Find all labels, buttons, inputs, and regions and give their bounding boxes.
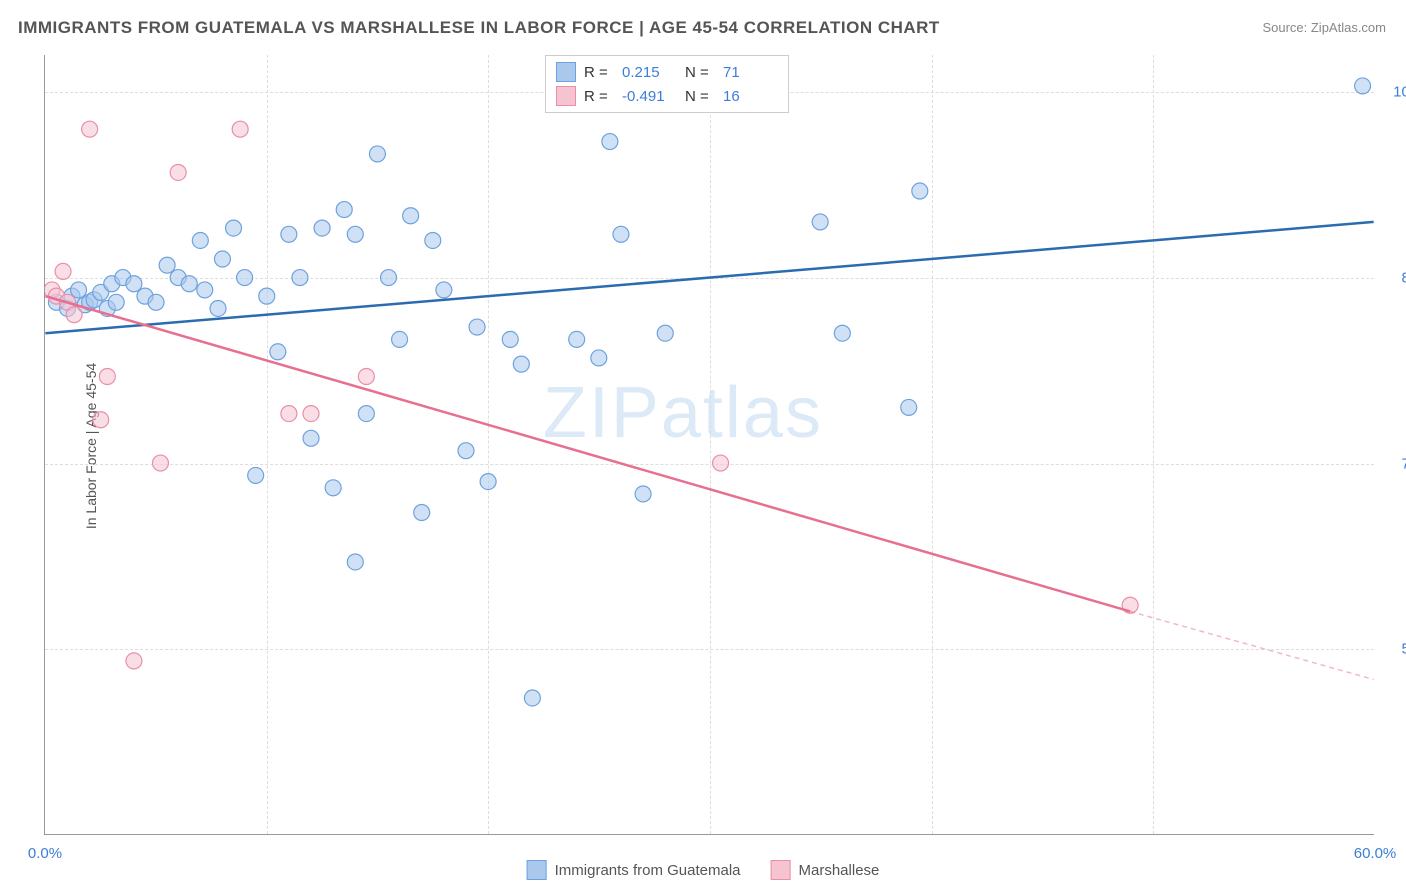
data-point bbox=[458, 443, 474, 459]
data-point bbox=[713, 455, 729, 471]
data-point bbox=[99, 369, 115, 385]
data-point bbox=[403, 208, 419, 224]
legend-swatch bbox=[527, 860, 547, 880]
data-point bbox=[210, 300, 226, 316]
data-point bbox=[358, 369, 374, 385]
data-point bbox=[347, 554, 363, 570]
data-point bbox=[226, 220, 242, 236]
data-point bbox=[325, 480, 341, 496]
trend-line bbox=[45, 296, 1130, 611]
stat-r-label: R = bbox=[584, 64, 614, 81]
y-tick-label: 55.0% bbox=[1401, 641, 1406, 658]
chart-plot-area: ZIPatlas R =0.215N =71R =-0.491N =16 55.… bbox=[44, 55, 1374, 835]
data-point bbox=[591, 350, 607, 366]
data-point bbox=[292, 270, 308, 286]
legend-item: Marshallese bbox=[771, 860, 880, 880]
data-point bbox=[480, 474, 496, 490]
data-point bbox=[181, 276, 197, 292]
data-point bbox=[126, 276, 142, 292]
data-point bbox=[108, 294, 124, 310]
data-point bbox=[513, 356, 529, 372]
legend-stat-row: R = -0.491 N = 16 bbox=[556, 84, 778, 108]
data-point bbox=[66, 307, 82, 323]
source-attribution: Source: ZipAtlas.com bbox=[1262, 20, 1386, 35]
data-point bbox=[336, 202, 352, 218]
data-point bbox=[358, 406, 374, 422]
correlation-legend: R = 0.215 N = 71 R = -0.491 N = 16 bbox=[545, 55, 789, 113]
legend-label: Immigrants from Guatemala bbox=[555, 862, 741, 879]
data-point bbox=[126, 653, 142, 669]
y-tick-label: 85.0% bbox=[1401, 269, 1406, 286]
data-point bbox=[93, 412, 109, 428]
stat-n-value: 16 bbox=[723, 88, 778, 105]
stat-r-label: R = bbox=[584, 88, 614, 105]
data-point bbox=[71, 282, 87, 298]
data-point bbox=[569, 331, 585, 347]
data-point bbox=[657, 325, 673, 341]
data-point bbox=[414, 505, 430, 521]
data-point bbox=[502, 331, 518, 347]
legend-swatch bbox=[556, 62, 576, 82]
data-point bbox=[55, 263, 71, 279]
stat-n-label: N = bbox=[685, 64, 715, 81]
data-point bbox=[901, 399, 917, 415]
stat-r-value: 0.215 bbox=[622, 64, 677, 81]
data-point bbox=[170, 164, 186, 180]
data-point bbox=[469, 319, 485, 335]
data-point bbox=[303, 430, 319, 446]
data-point bbox=[82, 121, 98, 137]
data-point bbox=[381, 270, 397, 286]
data-point bbox=[347, 226, 363, 242]
stat-n-label: N = bbox=[685, 88, 715, 105]
legend-item: Immigrants from Guatemala bbox=[527, 860, 741, 880]
stat-n-value: 71 bbox=[723, 64, 778, 81]
y-tick-label: 70.0% bbox=[1401, 455, 1406, 472]
data-point bbox=[192, 232, 208, 248]
data-point bbox=[197, 282, 213, 298]
data-point bbox=[812, 214, 828, 230]
data-point bbox=[524, 690, 540, 706]
data-point bbox=[303, 406, 319, 422]
data-point bbox=[834, 325, 850, 341]
data-point bbox=[369, 146, 385, 162]
trend-line-dashed bbox=[1130, 611, 1374, 679]
chart-title: IMMIGRANTS FROM GUATEMALA VS MARSHALLESE… bbox=[18, 18, 940, 38]
legend-label: Marshallese bbox=[799, 862, 880, 879]
data-point bbox=[436, 282, 452, 298]
data-point bbox=[281, 226, 297, 242]
data-point bbox=[392, 331, 408, 347]
y-tick-label: 100.0% bbox=[1393, 84, 1406, 101]
scatter-plot-svg bbox=[45, 55, 1374, 834]
legend-stat-row: R = 0.215 N = 71 bbox=[556, 60, 778, 84]
data-point bbox=[152, 455, 168, 471]
series-legend: Immigrants from Guatemala Marshallese bbox=[527, 860, 880, 880]
data-point bbox=[314, 220, 330, 236]
legend-swatch bbox=[771, 860, 791, 880]
data-point bbox=[248, 467, 264, 483]
stat-r-value: -0.491 bbox=[622, 88, 677, 105]
source-prefix: Source: bbox=[1262, 20, 1310, 35]
data-point bbox=[232, 121, 248, 137]
data-point bbox=[159, 257, 175, 273]
x-tick-label: 0.0% bbox=[28, 845, 62, 862]
data-point bbox=[613, 226, 629, 242]
data-point bbox=[635, 486, 651, 502]
data-point bbox=[148, 294, 164, 310]
data-point bbox=[259, 288, 275, 304]
data-point bbox=[281, 406, 297, 422]
source-name: ZipAtlas.com bbox=[1311, 20, 1386, 35]
data-point bbox=[1355, 78, 1371, 94]
data-point bbox=[237, 270, 253, 286]
data-point bbox=[912, 183, 928, 199]
legend-swatch bbox=[556, 86, 576, 106]
data-point bbox=[214, 251, 230, 267]
data-point bbox=[602, 134, 618, 150]
x-tick-label: 60.0% bbox=[1354, 845, 1397, 862]
data-point bbox=[270, 344, 286, 360]
data-point bbox=[425, 232, 441, 248]
